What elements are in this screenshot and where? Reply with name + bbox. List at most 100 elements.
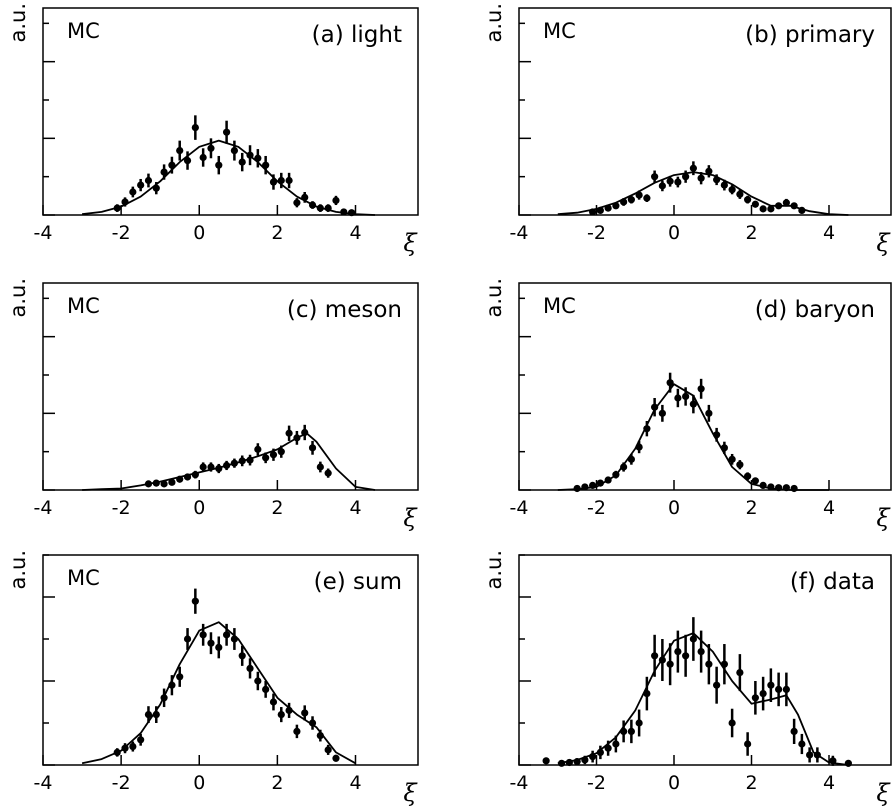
- data-point: [627, 455, 635, 463]
- data-point: [254, 445, 262, 453]
- data-point: [316, 732, 324, 740]
- x-tick-label: 0: [668, 497, 680, 519]
- data-point: [152, 184, 160, 192]
- data-point: [713, 176, 721, 184]
- x-tick-label: 0: [193, 497, 205, 519]
- data-point: [183, 473, 192, 481]
- data-point: [767, 483, 775, 491]
- data-point: [736, 461, 744, 469]
- data-point: [782, 685, 790, 694]
- data-point: [790, 202, 798, 210]
- data-point: [246, 664, 254, 673]
- data-point: [658, 409, 666, 417]
- data-point: [324, 204, 332, 212]
- data-point: [643, 690, 651, 698]
- data-point: [160, 480, 168, 488]
- data-point: [558, 759, 566, 767]
- data-point: [121, 198, 129, 206]
- y-axis-label: a.u.: [482, 278, 506, 318]
- data-point: [697, 174, 705, 182]
- panel: -4 -2 0 2 4 (b) primary MC a.u. ξ: [482, 3, 892, 257]
- data-point: [207, 463, 215, 471]
- data-point: [238, 158, 246, 166]
- data-point: [751, 200, 759, 208]
- data-point: [674, 178, 682, 186]
- x-tick-label: -4: [34, 772, 53, 794]
- annotation: MC: [67, 19, 100, 43]
- data-point: [168, 161, 176, 169]
- data-point: [666, 379, 674, 387]
- data-point: [246, 151, 254, 159]
- data-point: [728, 719, 736, 727]
- data-point: [643, 194, 651, 202]
- data-point: [222, 461, 231, 470]
- data-point: [316, 204, 324, 212]
- data-point: [176, 673, 184, 681]
- x-axis-label: ξ: [876, 504, 891, 532]
- x-tick-label: -2: [587, 772, 606, 794]
- data-point: [285, 176, 293, 185]
- x-tick-label: 4: [349, 222, 361, 244]
- x-tick-label: 2: [271, 772, 283, 794]
- data-point: [113, 204, 121, 212]
- data-point: [728, 186, 736, 194]
- data-point: [269, 178, 278, 186]
- data-point: [744, 472, 752, 480]
- data-point: [635, 191, 643, 199]
- data-point: [324, 469, 332, 477]
- data-point: [751, 477, 759, 485]
- data-point: [183, 156, 192, 165]
- data-point: [238, 652, 246, 660]
- data-point: [160, 168, 168, 176]
- data-point: [612, 740, 620, 748]
- x-axis-label: ξ: [876, 229, 891, 257]
- data-point: [674, 394, 682, 402]
- data-point: [604, 744, 612, 752]
- data-point: [798, 740, 806, 748]
- x-tick-label: -2: [112, 497, 131, 519]
- data-point: [168, 478, 176, 486]
- data-point: [604, 204, 612, 212]
- data-point: [137, 736, 145, 744]
- x-tick-label: 0: [193, 222, 205, 244]
- data-point: [596, 206, 604, 214]
- data-point: [759, 481, 767, 489]
- data-point: [207, 639, 215, 647]
- x-tick-label: -2: [112, 222, 131, 244]
- data-point: [277, 176, 285, 185]
- plot-frame: [518, 282, 892, 491]
- data-point: [813, 751, 821, 759]
- data-point: [215, 643, 223, 652]
- data-point: [759, 690, 767, 698]
- data-point: [542, 757, 550, 765]
- x-tick-label: 4: [823, 497, 835, 519]
- y-axis-label: a.u.: [482, 550, 506, 590]
- data-point: [806, 751, 814, 759]
- data-point: [332, 196, 340, 205]
- x-tick-label: 2: [745, 222, 757, 244]
- data-point: [269, 698, 278, 706]
- data-point: [705, 167, 713, 175]
- data-point: [713, 681, 721, 689]
- data-point: [129, 188, 137, 196]
- x-axis-label: ξ: [876, 779, 891, 807]
- data-point: [285, 429, 293, 437]
- data-point: [308, 201, 317, 209]
- data-point: [199, 631, 207, 639]
- annotation: MC: [543, 294, 576, 318]
- data-point: [121, 744, 129, 752]
- data-point: [651, 173, 659, 181]
- data-point: [144, 176, 153, 185]
- data-point: [844, 759, 852, 767]
- data-point: [713, 431, 721, 439]
- data-point: [254, 677, 262, 685]
- x-tick-label: 2: [271, 222, 283, 244]
- data-point: [246, 456, 254, 464]
- data-point: [666, 177, 674, 185]
- data-point: [191, 124, 199, 132]
- data-point: [301, 428, 309, 437]
- panel: -4 -2 0 2 4 (a) light MC a.u. ξ: [6, 3, 419, 257]
- data-point: [651, 403, 659, 411]
- data-point: [658, 182, 666, 190]
- data-point: [604, 476, 612, 484]
